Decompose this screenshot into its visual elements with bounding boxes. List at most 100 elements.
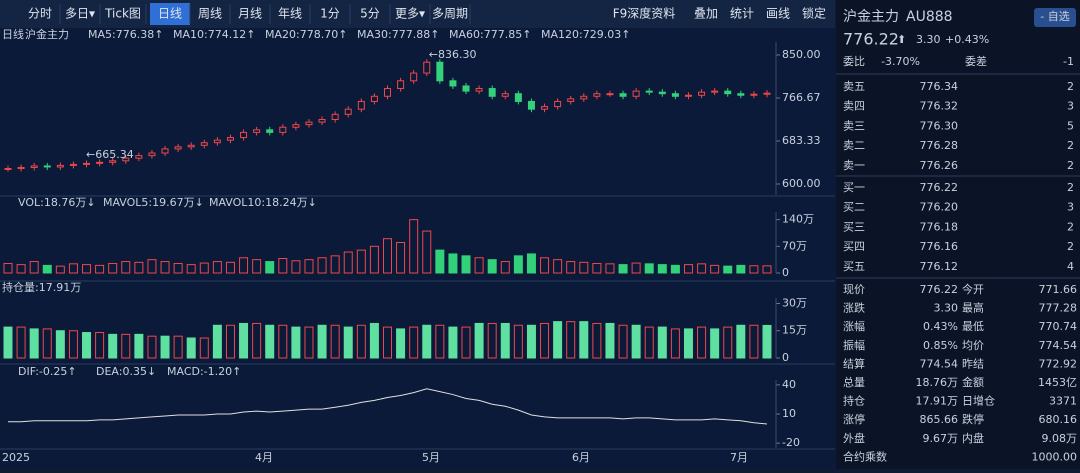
watch-btn[interactable] [1034, 8, 1076, 27]
book-volume: 2 [1067, 240, 1074, 253]
bar [448, 326, 458, 359]
indicator-label: MA120:729.03↑ [541, 28, 630, 41]
candle [488, 88, 496, 97]
bar [723, 326, 733, 359]
book-volume: 2 [1067, 181, 1074, 194]
toolbar-tab[interactable]: 5分 [360, 7, 380, 21]
stat-cell: 865.66 [920, 413, 959, 426]
toolbar-tab[interactable]: 日线 [158, 7, 182, 21]
candle [724, 90, 732, 95]
stat-cell: 外盘 [843, 431, 865, 445]
stat-cell: 合约乘数 [843, 449, 887, 463]
candle [763, 92, 771, 95]
book-price: 776.22 [920, 181, 959, 194]
quote-code: AU888 [906, 9, 953, 25]
book-label: 卖三 [843, 119, 865, 132]
indicator-label: DIF:-0.25↑ [18, 365, 77, 378]
stat-cell: 日增仓 [962, 394, 995, 408]
bar [304, 326, 314, 359]
toolbar-tool[interactable]: 画线 [766, 7, 790, 21]
toolbar-tab[interactable]: 多周期 [432, 7, 468, 21]
book-volume: 2 [1067, 80, 1074, 93]
candle [240, 131, 248, 139]
bar [82, 332, 92, 359]
bar [199, 262, 209, 274]
toolbar-tab[interactable]: 月线 [238, 7, 262, 21]
period-label: 日线 [2, 27, 24, 41]
bar [147, 259, 157, 274]
toolbar-tab[interactable]: Tick图 [104, 7, 141, 21]
candle [384, 88, 391, 97]
candle [554, 100, 562, 108]
toolbar-tab[interactable]: 1分 [320, 7, 340, 21]
bar [697, 263, 707, 274]
bar [160, 261, 170, 274]
candle [527, 100, 535, 110]
candle [161, 148, 169, 154]
bar [723, 265, 733, 274]
bar [252, 259, 262, 274]
toolbar-tab[interactable]: 多日▾ [65, 7, 95, 21]
bar [265, 324, 275, 359]
stat-cell: 770.74 [1039, 320, 1078, 333]
quote-pct: +0.43% [945, 33, 989, 46]
bar [3, 262, 13, 274]
toolbar-tab[interactable]: 分时 [28, 7, 52, 21]
quote-change: 3.30 [916, 33, 941, 46]
book-price: 776.28 [920, 139, 959, 152]
candle [475, 88, 483, 92]
y-tick-label: 30万 [782, 296, 807, 309]
bar [134, 261, 144, 274]
toolbar-tool[interactable]: 统计 [730, 7, 754, 21]
candle [606, 93, 614, 96]
bar [212, 261, 222, 274]
candle [501, 93, 509, 97]
stat-cell: 3371 [1049, 395, 1077, 408]
bar [553, 259, 563, 274]
bar [330, 324, 340, 359]
toolbar-tab[interactable]: 年线 [278, 7, 302, 21]
candle [69, 163, 77, 166]
candle [645, 90, 653, 93]
toolbar-tab[interactable]: 周线 [198, 7, 222, 21]
bar [710, 328, 720, 359]
bar [3, 326, 13, 359]
bar [592, 262, 602, 274]
candle [43, 165, 51, 168]
indicator-label: MA30:777.88↑ [357, 28, 439, 41]
toolbar-tool[interactable]: 锁定 [802, 6, 826, 21]
candle [174, 146, 182, 150]
bar [160, 335, 170, 359]
bar [631, 324, 641, 359]
candle [148, 152, 156, 157]
bar [173, 262, 183, 274]
bar [422, 230, 432, 274]
candle [357, 100, 365, 110]
candle [632, 90, 640, 97]
bar [762, 324, 772, 359]
stat-cell: 内盘 [962, 431, 984, 445]
y-tick-label: 600.00 [782, 177, 821, 190]
toolbar-tab[interactable]: 更多▾ [395, 7, 425, 21]
bar [683, 264, 693, 274]
y-tick-label: 15万 [782, 324, 807, 337]
bar [540, 322, 550, 359]
stat-cell: 0.85% [923, 339, 958, 352]
y-tick-label: 40 [782, 378, 796, 391]
bar [199, 337, 209, 359]
toolbar-tool[interactable]: F9深度资料 [613, 6, 676, 21]
indicator-label: DEA:0.35↓ [96, 365, 156, 378]
bar [396, 242, 406, 274]
toolbar-tool[interactable]: 叠加 [694, 7, 718, 21]
bar [487, 322, 497, 359]
stat-cell: 均价 [962, 339, 984, 352]
bar [42, 264, 52, 274]
watch-btn-label[interactable]: - 自选 [1040, 10, 1069, 23]
stat-cell: 昨结 [962, 357, 984, 370]
bar [474, 322, 484, 359]
bar [579, 261, 589, 274]
bar [448, 253, 458, 274]
stat-cell: 771.66 [1039, 283, 1078, 296]
bar [356, 324, 366, 359]
